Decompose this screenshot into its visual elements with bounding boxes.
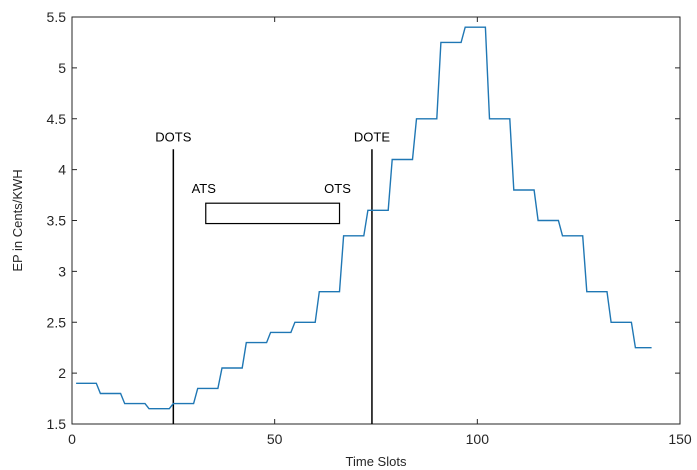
annotation-markers: DOTS DOTE ATS OTS <box>155 129 390 424</box>
y-axis-label: EP in Cents/KWH <box>10 169 25 271</box>
x-axis-label: Time Slots <box>346 454 407 469</box>
x-tick-label: 0 <box>68 431 76 447</box>
y-tick-label: 4.5 <box>47 111 67 127</box>
y-tick-label: 3 <box>58 263 66 279</box>
marker-label-dots: DOTS <box>155 129 191 144</box>
y-tick-label: 2 <box>58 365 66 381</box>
interval-box <box>205 202 341 225</box>
y-tick-label: 5.5 <box>47 9 67 25</box>
y-tick-label: 3.5 <box>47 213 67 229</box>
series-line-0 <box>76 26 652 410</box>
plot-frame <box>71 16 681 425</box>
interval-end-label: OTS <box>324 181 351 196</box>
y-tick-label: 5 <box>58 60 66 76</box>
x-tick-label: 150 <box>668 431 692 447</box>
x-tick-label: 50 <box>267 431 283 447</box>
marker-label-dote: DOTE <box>354 129 390 144</box>
series-layer <box>76 26 652 410</box>
axes: 0 50 100 150 1.5 2 2.5 3 3.5 4 4.5 5 5.5 <box>47 9 692 447</box>
y-tick-label: 2.5 <box>47 314 67 330</box>
y-tick-label: 1.5 <box>47 416 67 432</box>
interval-start-label: ATS <box>192 181 217 196</box>
x-tick-label: 100 <box>466 431 490 447</box>
y-tick-label: 4 <box>58 162 66 178</box>
